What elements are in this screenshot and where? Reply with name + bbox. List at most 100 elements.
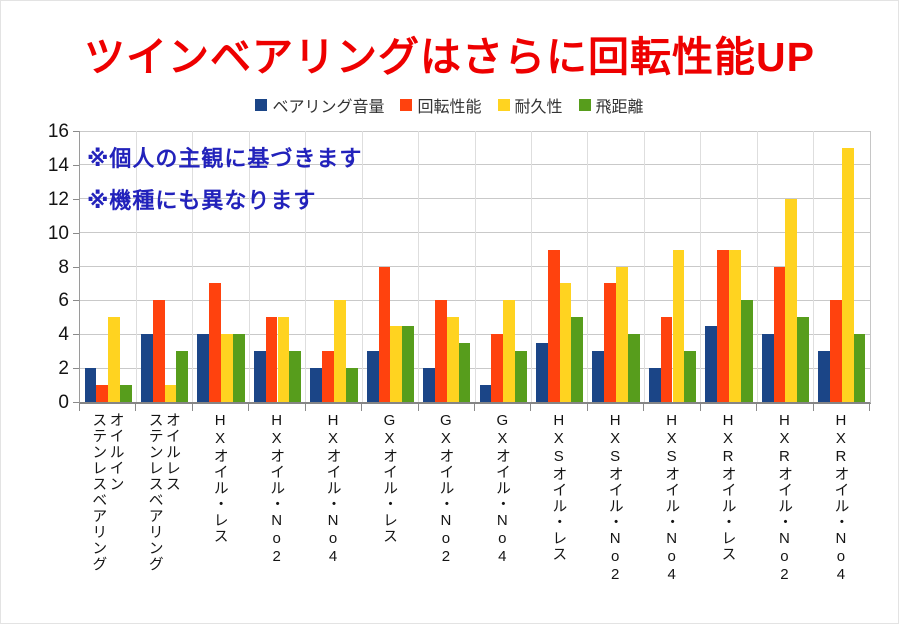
bar-series4-cat3 <box>232 334 245 402</box>
x-tick-mark <box>417 404 419 411</box>
bar-series2-cat12 <box>717 249 729 402</box>
x-category-label-text: オイルイン ステンレスベアリング <box>90 412 125 572</box>
x-category-label-text: HXオイル・No4 <box>324 412 342 566</box>
bar-series3-cat4 <box>277 317 290 402</box>
x-category-label: HXオイル・No2 <box>248 412 304 566</box>
y-tick-label: 16 <box>47 121 69 142</box>
bar-series3-cat3 <box>221 334 233 402</box>
gridline-vertical <box>418 131 420 402</box>
gridline-vertical <box>756 131 758 402</box>
bar-series1-cat10 <box>592 351 605 402</box>
x-category-label: HXオイル・No4 <box>305 412 361 566</box>
y-tick-mark <box>73 266 79 268</box>
x-tick-mark <box>79 404 80 411</box>
x-category-label: HXRオイル・レス <box>700 412 756 562</box>
x-category-label-text: GXオイル・レス <box>380 412 398 544</box>
bar-series4-cat13 <box>797 317 810 402</box>
bar-series2-cat14 <box>829 300 842 402</box>
bar-series4-cat7 <box>458 342 471 402</box>
plot-area <box>79 130 871 404</box>
x-tick-mark <box>812 404 814 411</box>
x-category-label: オイルイン ステンレスベアリング <box>79 412 135 572</box>
x-category-label-text: HXオイル・レス <box>211 412 229 544</box>
y-tick-mark <box>73 131 79 132</box>
x-tick-mark <box>756 404 758 411</box>
bar-series3-cat13 <box>785 198 798 402</box>
bar-series4-cat1 <box>120 385 132 402</box>
x-tick-mark <box>135 404 137 411</box>
y-tick-mark <box>73 164 79 166</box>
x-category-label: HXSオイル・No4 <box>643 412 699 584</box>
y-tick-mark <box>73 198 79 200</box>
bar-series2-cat3 <box>209 283 222 402</box>
bar-series1-cat12 <box>705 325 718 402</box>
x-category-label: HXRオイル・No2 <box>756 412 812 584</box>
bar-series1-cat13 <box>761 334 774 402</box>
gridline-vertical <box>530 131 532 402</box>
x-category-label-text: HXRオイル・No2 <box>775 412 793 584</box>
x-category-label-text: オイルレス ステンレスベアリング <box>146 412 181 572</box>
annotation-line-2: ※機種にも異なります <box>87 188 317 213</box>
bar-series1-cat6 <box>366 351 379 402</box>
bar-series3-cat9 <box>559 283 572 402</box>
x-tick-mark <box>869 404 870 411</box>
bar-series2-cat9 <box>547 249 560 402</box>
x-tick-mark <box>699 404 701 411</box>
bar-series1-cat9 <box>535 342 548 402</box>
bar-series4-cat9 <box>571 317 584 402</box>
page-title: ツインベアリングはさらに回転性能UP <box>84 34 815 80</box>
y-tick-mark <box>73 232 79 234</box>
x-tick-mark <box>304 404 306 411</box>
bar-series1-cat3 <box>197 334 210 402</box>
y-tick-mark <box>73 334 79 336</box>
gridline-vertical <box>700 131 702 402</box>
bar-series1-cat1 <box>84 368 97 402</box>
bar-series1-cat11 <box>648 368 661 402</box>
legend-label: 耐久性 <box>514 99 563 116</box>
bar-series2-cat1 <box>96 385 109 402</box>
legend-swatch-icon <box>578 99 591 111</box>
x-category-label: HXSオイル・No2 <box>587 412 643 584</box>
bar-series4-cat14 <box>853 334 866 402</box>
chart-legend: ベアリング音量 回転性能 耐久性 飛距離 <box>1 93 898 117</box>
bar-series4-cat11 <box>684 351 697 402</box>
x-category-label: GXオイル・No2 <box>418 412 474 566</box>
gridline-vertical <box>587 131 589 402</box>
annotation-line-1: ※個人の主観に基づきます <box>87 146 363 171</box>
bar-series3-cat7 <box>446 317 459 402</box>
y-tick-mark <box>73 368 79 370</box>
bar-series4-cat4 <box>289 351 302 402</box>
y-tick-label: 8 <box>58 256 69 278</box>
x-tick-mark <box>530 404 532 411</box>
legend-swatch-icon <box>255 99 268 111</box>
gridline-vertical <box>361 131 363 402</box>
bar-series1-cat7 <box>423 368 435 402</box>
legend-label: ベアリング音量 <box>272 99 385 116</box>
bar-series1-cat5 <box>310 368 323 402</box>
legend-item-1: ベアリング音量 <box>255 93 384 117</box>
legend-item-2: 回転性能 <box>400 93 482 117</box>
y-tick-mark <box>73 300 79 302</box>
legend-label: 回転性能 <box>417 99 482 116</box>
bar-series1-cat4 <box>253 351 266 402</box>
x-tick-mark <box>643 404 645 411</box>
x-tick-mark <box>474 404 475 411</box>
bar-series2-cat7 <box>434 300 447 402</box>
bar-series1-cat14 <box>818 351 830 402</box>
bar-series2-cat4 <box>265 317 278 402</box>
y-tick-label: 2 <box>58 358 69 380</box>
bar-series3-cat8 <box>503 300 516 402</box>
x-category-label: オイルレス ステンレスベアリング <box>135 412 191 572</box>
x-tick-mark <box>191 404 193 411</box>
y-tick-label: 12 <box>47 188 69 210</box>
x-category-label-text: HXRオイル・レス <box>719 412 737 562</box>
gridline-vertical <box>305 131 307 402</box>
x-category-label: HXSオイル・レス <box>530 412 586 562</box>
bar-series3-cat10 <box>616 266 628 402</box>
x-category-label: GXオイル・No4 <box>474 412 530 566</box>
bar-series3-cat5 <box>333 300 346 402</box>
gridline-vertical <box>643 131 645 402</box>
legend-item-4: 飛距離 <box>578 93 644 117</box>
legend-swatch-icon <box>400 99 413 111</box>
